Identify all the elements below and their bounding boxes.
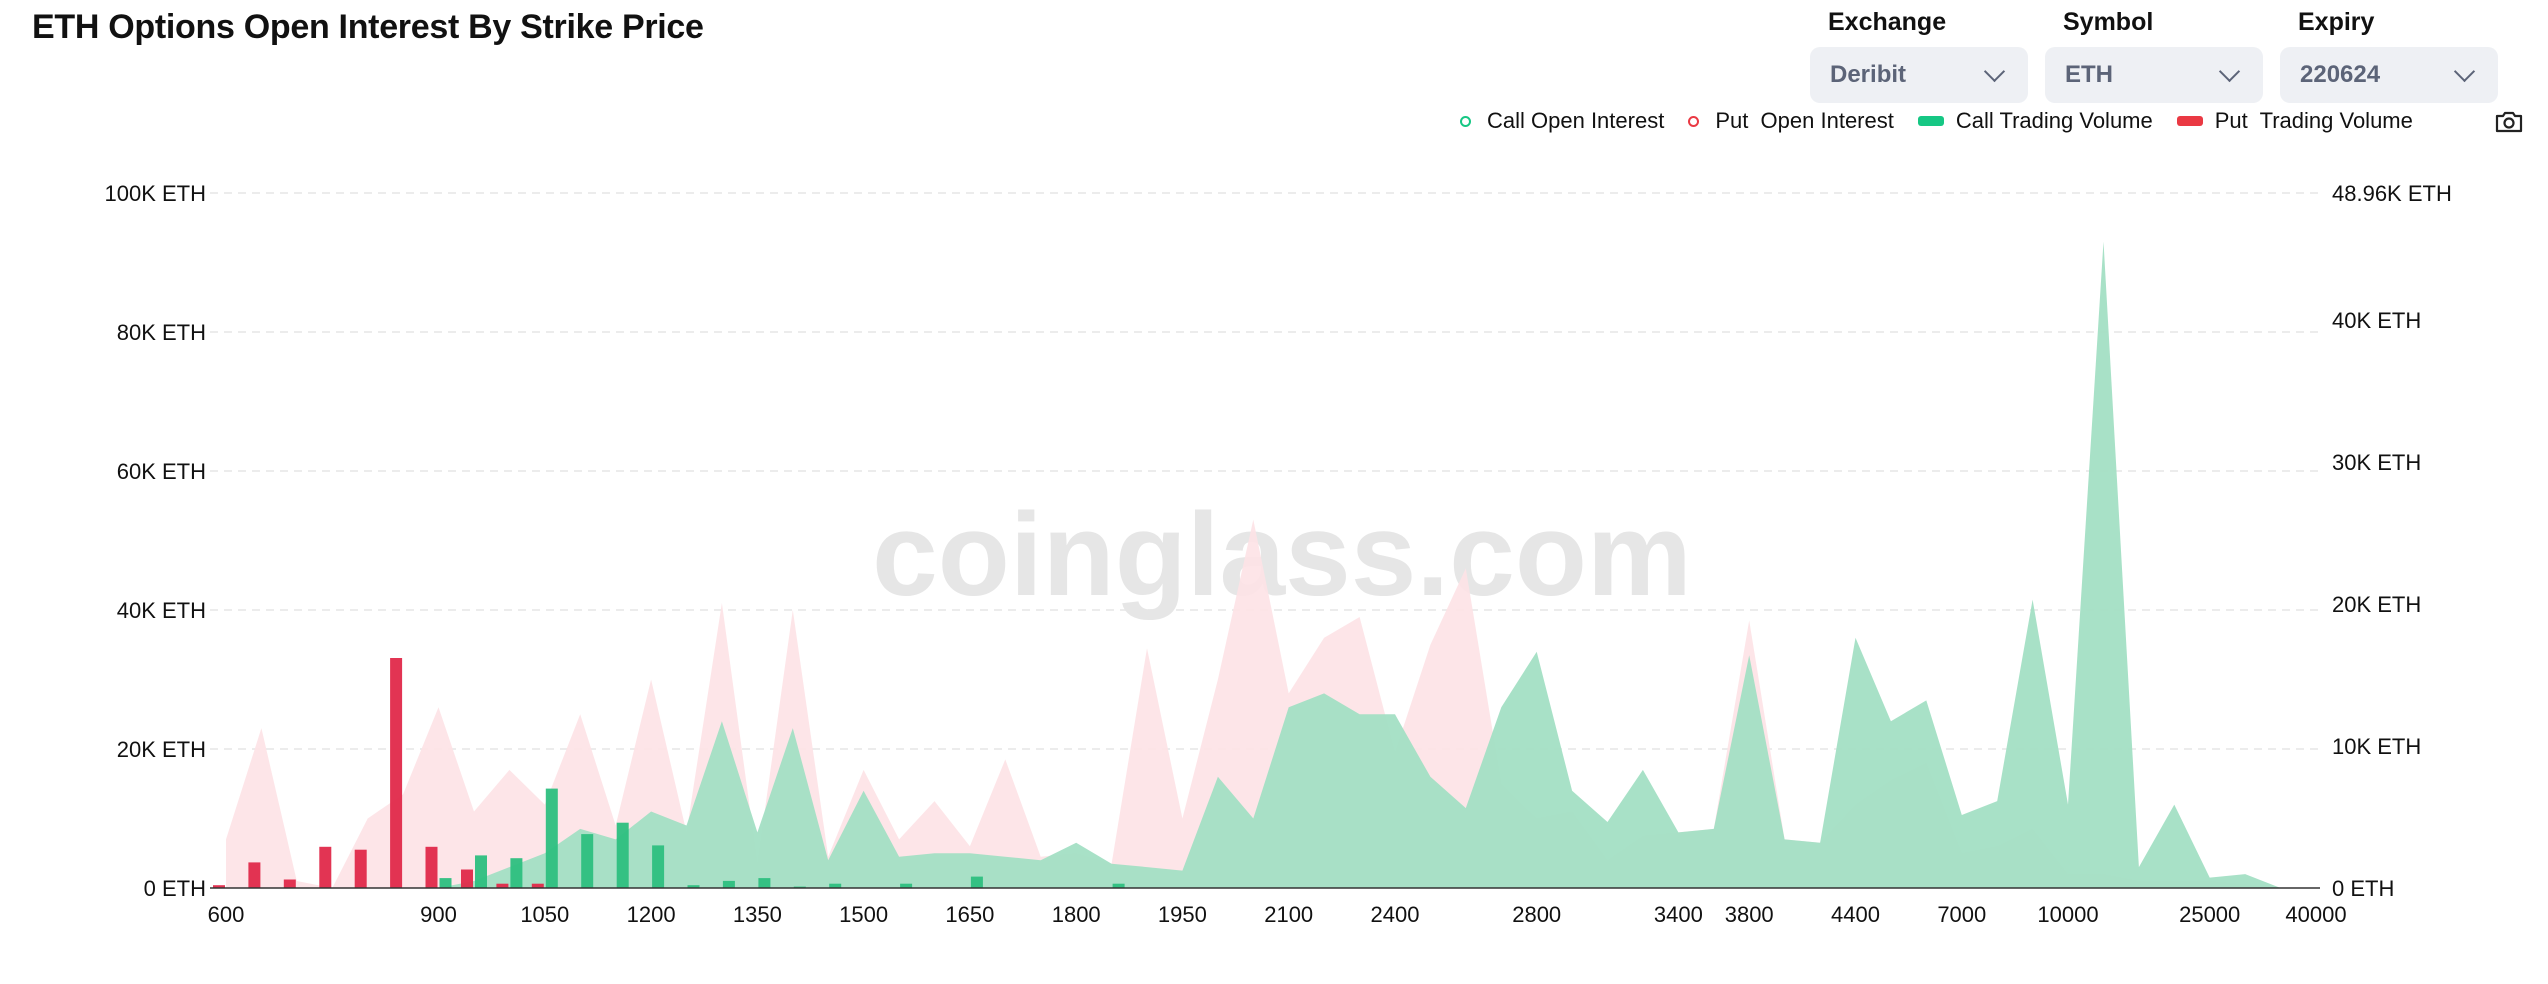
x-tick-label: 1050 bbox=[520, 902, 569, 927]
expiry-label: Expiry bbox=[2298, 8, 2375, 36]
put-volume-bar bbox=[283, 879, 296, 888]
y-left-tick-label: 40K ETH bbox=[117, 598, 206, 623]
legend-bar-icon bbox=[2176, 116, 2203, 126]
x-tick-label: 3400 bbox=[1654, 902, 1703, 927]
page-title: ETH Options Open Interest By Strike Pric… bbox=[32, 8, 704, 46]
legend-put-oi[interactable]: Put Open Interest bbox=[1688, 108, 1894, 134]
call-volume-bar bbox=[1112, 883, 1125, 888]
call-volume-bar bbox=[581, 834, 594, 888]
put-oi-area bbox=[226, 519, 2316, 888]
x-tick-label: 2800 bbox=[1512, 902, 1561, 927]
put-volume-bar bbox=[319, 846, 332, 888]
x-tick-label: 25000 bbox=[2179, 902, 2240, 927]
legend-put-volume[interactable]: Put Trading Volume bbox=[2176, 108, 2413, 134]
exchange-filter: Exchange Deribit bbox=[1810, 8, 2028, 103]
call-volume-bar bbox=[970, 876, 983, 888]
call-oi-area bbox=[226, 241, 2316, 889]
chart-legend: Call Open Interest Put Open Interest Cal… bbox=[1460, 108, 2437, 134]
legend-ring-icon bbox=[1688, 115, 1700, 127]
exchange-value: Deribit bbox=[1830, 61, 1907, 88]
call-volume-bar bbox=[722, 880, 735, 888]
put-volume-bar bbox=[425, 846, 438, 888]
legend-label: Put Open Interest bbox=[1715, 108, 1894, 133]
legend-ring-icon bbox=[1460, 115, 1471, 127]
put-volume-bar bbox=[390, 658, 403, 888]
x-tick-label: 900 bbox=[420, 902, 457, 927]
y-left-tick-label: 0 ETH bbox=[144, 876, 206, 901]
y-right-tick-label: 10K ETH bbox=[2332, 734, 2421, 759]
x-tick-label: 600 bbox=[208, 902, 245, 927]
expiry-select[interactable]: 220624 bbox=[2280, 47, 2498, 103]
symbol-filter: Symbol ETH bbox=[2045, 8, 2263, 103]
put-volume-bar bbox=[461, 869, 473, 888]
expiry-value: 220624 bbox=[2300, 61, 2381, 88]
call-volume-bar bbox=[758, 878, 771, 888]
x-tick-label: 2400 bbox=[1371, 902, 1420, 927]
call-volume-bar bbox=[652, 845, 665, 888]
exchange-label: Exchange bbox=[1828, 8, 1947, 36]
y-left-tick-label: 80K ETH bbox=[117, 320, 206, 345]
call-volume-bar bbox=[829, 883, 842, 888]
put-volume-bar bbox=[531, 883, 544, 888]
x-tick-label: 7000 bbox=[1937, 902, 1986, 927]
x-tick-label: 1200 bbox=[627, 902, 676, 927]
x-tick-label: 1800 bbox=[1052, 902, 1101, 927]
symbol-label: Symbol bbox=[2063, 8, 2154, 36]
y-left-tick-label: 100K ETH bbox=[105, 181, 207, 206]
y-right-tick-label: 20K ETH bbox=[2332, 592, 2421, 617]
call-volume-bar bbox=[900, 883, 913, 888]
legend-label: Call Trading Volume bbox=[1955, 108, 2153, 133]
y-right-tick-label: 30K ETH bbox=[2332, 450, 2421, 475]
legend-call-volume[interactable]: Call Trading Volume bbox=[1917, 108, 2153, 134]
watermark: coinglass.com bbox=[872, 489, 1692, 621]
y-right-tick-label: 48.96K ETH bbox=[2332, 181, 2452, 206]
call-volume-bar bbox=[687, 885, 700, 888]
call-volume-bar bbox=[616, 822, 629, 888]
exchange-select[interactable]: Deribit bbox=[1810, 47, 2028, 103]
put-volume-bar bbox=[354, 849, 367, 888]
camera-icon[interactable] bbox=[2494, 110, 2524, 139]
x-tick-label: 1950 bbox=[1158, 902, 1207, 927]
x-tick-label: 1650 bbox=[945, 902, 994, 927]
put-volume-bar bbox=[213, 885, 225, 888]
symbol-select[interactable]: ETH bbox=[2045, 47, 2263, 103]
call-volume-bar bbox=[510, 858, 523, 888]
legend-bar-icon bbox=[1917, 116, 1944, 126]
x-tick-label: 2100 bbox=[1264, 902, 1313, 927]
x-tick-label: 10000 bbox=[2037, 902, 2098, 927]
y-left-tick-label: 60K ETH bbox=[117, 459, 206, 484]
y-right-tick-label: 0 ETH bbox=[2332, 876, 2394, 901]
x-tick-label: 3800 bbox=[1725, 902, 1774, 927]
x-tick-label: 4400 bbox=[1831, 902, 1880, 927]
legend-label: Put Trading Volume bbox=[2214, 108, 2413, 133]
y-right-tick-label: 40K ETH bbox=[2332, 308, 2421, 333]
x-tick-label: 1350 bbox=[733, 902, 782, 927]
call-volume-bar bbox=[545, 788, 558, 888]
call-volume-bar bbox=[475, 855, 487, 888]
put-volume-bar bbox=[248, 862, 261, 888]
call-volume-bar bbox=[439, 878, 452, 888]
symbol-value: ETH bbox=[2065, 61, 2113, 88]
expiry-filter: Expiry 220624 bbox=[2280, 8, 2498, 103]
legend-call-oi[interactable]: Call Open Interest bbox=[1460, 108, 1664, 134]
y-left-tick-label: 20K ETH bbox=[117, 737, 206, 762]
put-volume-bar bbox=[496, 883, 509, 888]
x-tick-label: 1500 bbox=[839, 902, 888, 927]
x-tick-label: 40000 bbox=[2285, 902, 2346, 927]
legend-label: Call Open Interest bbox=[1487, 108, 1665, 133]
